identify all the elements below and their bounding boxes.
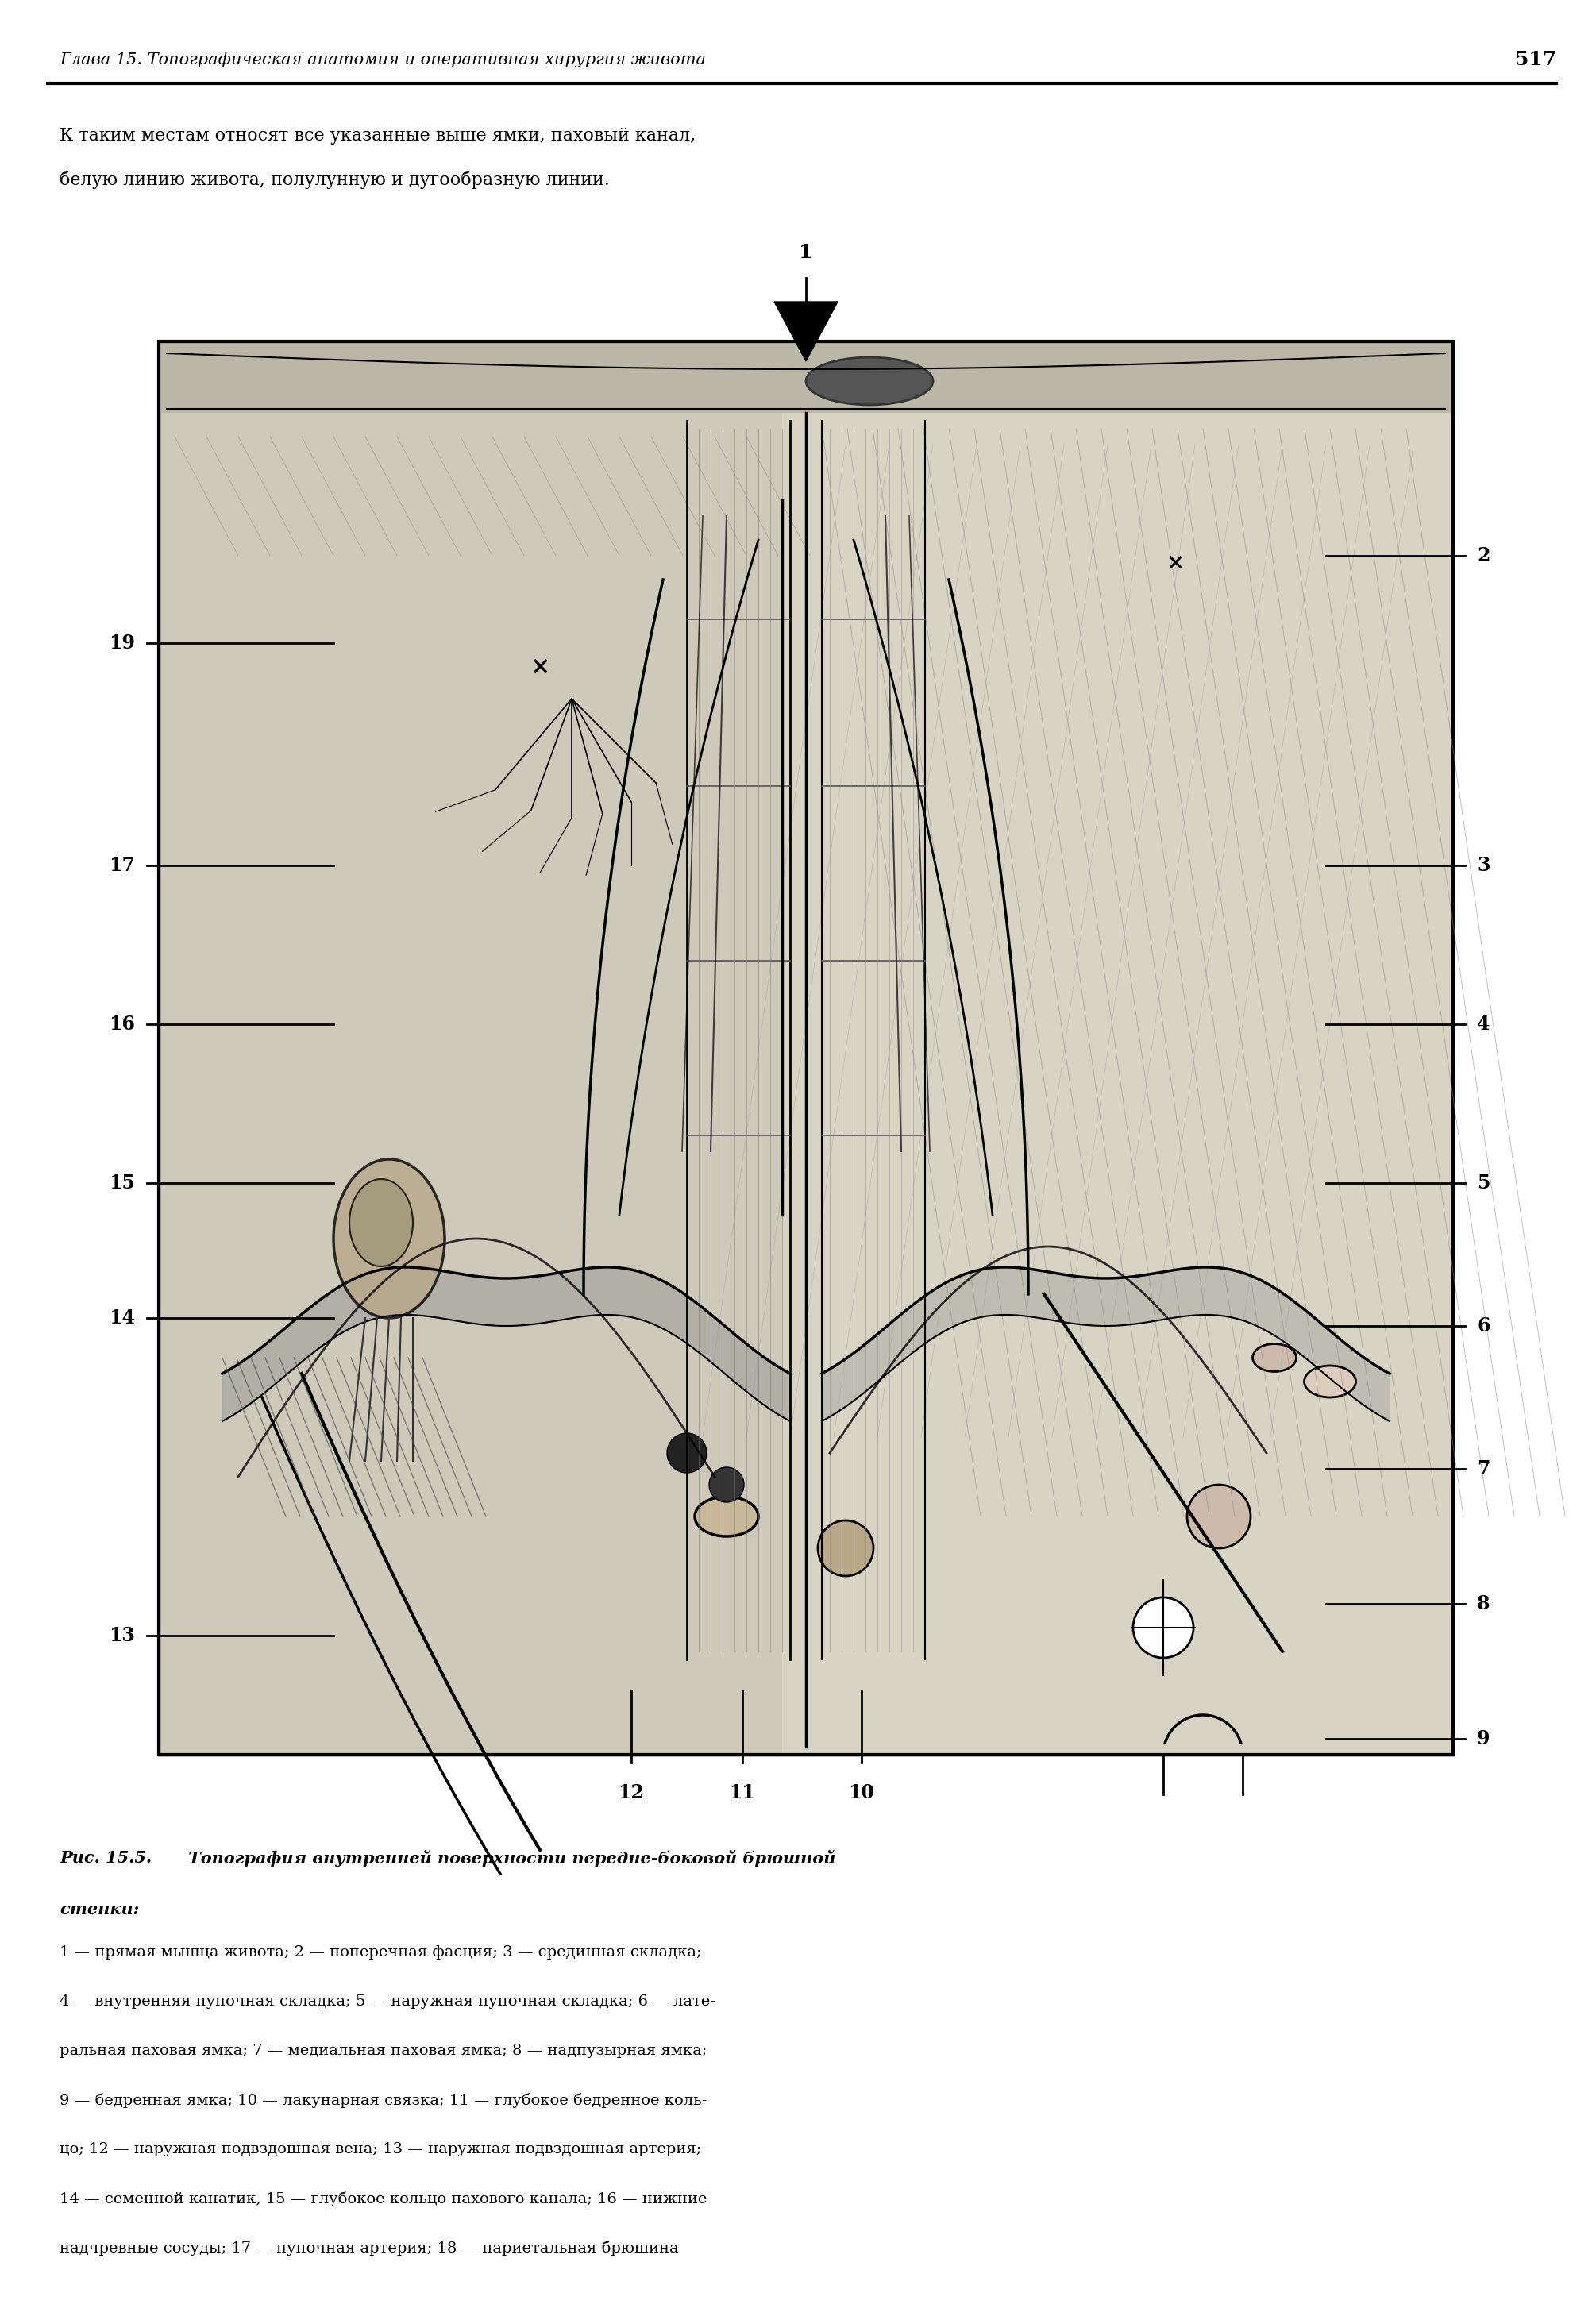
Circle shape: [1187, 1485, 1251, 1547]
Text: 9: 9: [1476, 1728, 1491, 1749]
Bar: [160, 341, 1452, 413]
Text: цо; 12 — наружная подвздошная вена; 13 — наружная подвздошная артерия;: цо; 12 — наружная подвздошная вена; 13 —…: [59, 2141, 701, 2158]
Text: 7: 7: [1476, 1459, 1491, 1478]
Ellipse shape: [806, 357, 934, 406]
Text: Рис. 15.5.: Рис. 15.5.: [59, 1849, 152, 1865]
Circle shape: [709, 1466, 744, 1503]
Text: 16: 16: [109, 1014, 136, 1035]
Text: 11: 11: [729, 1784, 755, 1803]
Text: Топография внутренней поверхности передне-боковой брюшной: Топография внутренней поверхности передн…: [182, 1849, 836, 1868]
Polygon shape: [774, 302, 838, 362]
Ellipse shape: [334, 1160, 445, 1318]
Text: 9 — бедренная ямка; 10 — лакунарная связка; 11 — глубокое бедренное коль-: 9 — бедренная ямка; 10 — лакунарная связ…: [59, 2093, 707, 2109]
Text: 2: 2: [1476, 545, 1491, 566]
Text: надчревные сосуды; 17 — пупочная артерия; 18 — париетальная брюшина: надчревные сосуды; 17 — пупочная артерия…: [59, 2241, 678, 2255]
Text: ральная паховая ямка; 7 — медиальная паховая ямка; 8 — надпузырная ямка;: ральная паховая ямка; 7 — медиальная пах…: [59, 2044, 707, 2058]
Text: 4 — внутренняя пупочная складка; 5 — наружная пупочная складка; 6 — лате-: 4 — внутренняя пупочная складка; 5 — нар…: [59, 1995, 715, 2009]
Text: 8: 8: [1476, 1594, 1491, 1612]
Text: 10: 10: [849, 1784, 875, 1803]
Circle shape: [817, 1520, 873, 1575]
Ellipse shape: [694, 1496, 758, 1536]
Circle shape: [667, 1434, 707, 1473]
Text: 19: 19: [109, 633, 136, 652]
Text: 12: 12: [618, 1784, 645, 1803]
Text: 14: 14: [109, 1308, 136, 1327]
Text: К таким местам относят все указанные выше ямки, паховый канал,: К таким местам относят все указанные выш…: [59, 128, 696, 144]
Ellipse shape: [350, 1179, 413, 1267]
Bar: [160, 341, 1452, 1754]
Text: 517: 517: [1515, 51, 1556, 70]
Text: 13: 13: [109, 1626, 136, 1645]
Text: 4: 4: [1476, 1014, 1491, 1035]
Text: 1 — прямая мышца живота; 2 — поперечная фасция; 3 — срединная складка;: 1 — прямая мышца живота; 2 — поперечная …: [59, 1944, 702, 1960]
Text: ×: ×: [1167, 552, 1184, 575]
Text: 6: 6: [1476, 1315, 1491, 1336]
Text: белую линию живота, полулунную и дугообразную линии.: белую линию живота, полулунную и дугообр…: [59, 172, 610, 188]
Text: ×: ×: [530, 654, 551, 680]
Bar: [160, 341, 1452, 1754]
Text: 3: 3: [1476, 856, 1491, 875]
Text: 1: 1: [800, 244, 812, 262]
Text: 5: 5: [1476, 1174, 1491, 1192]
Circle shape: [1133, 1598, 1194, 1659]
Text: 14 — семенной канатик, 15 — глубокое кольцо пахового канала; 16 — нижние: 14 — семенной канатик, 15 — глубокое кол…: [59, 2192, 707, 2206]
Text: 15: 15: [109, 1174, 136, 1192]
Text: стенки:: стенки:: [59, 1902, 139, 1916]
Ellipse shape: [1304, 1366, 1357, 1397]
Text: 17: 17: [109, 856, 136, 875]
Text: Глава 15. Топографическая анатомия и оперативная хирургия живота: Глава 15. Топографическая анатомия и опе…: [59, 51, 705, 67]
Ellipse shape: [1253, 1343, 1296, 1371]
Bar: [160, 413, 782, 1754]
